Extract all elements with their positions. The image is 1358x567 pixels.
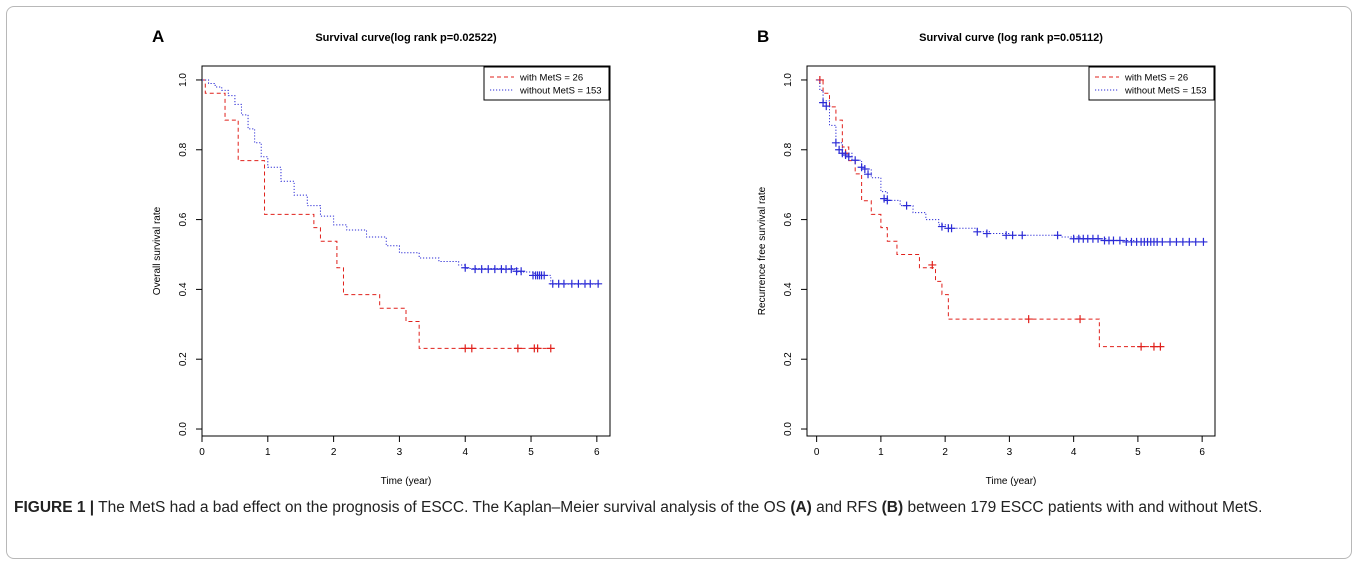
figure-caption: FIGURE 1 | The MetS had a bad effect on … (14, 497, 1339, 519)
censor-mark (851, 156, 860, 165)
y-tick-label: 0.4 (178, 282, 189, 296)
censor-mark (1137, 342, 1146, 351)
censor-mark (507, 265, 516, 274)
chart-panel-a: A Survival curve(log rank p=0.02522) 0 1 2 3 4… (152, 27, 611, 487)
censor-mark (1094, 234, 1103, 243)
series-with-mets-curve (816, 79, 1161, 348)
chart-panel-b: B Survival curve (log rank p=0.05112) 0 1 2 3… (757, 27, 1216, 487)
series-without-mets-curve (202, 79, 601, 285)
censor-mark (513, 344, 522, 353)
censor-mark (467, 344, 476, 353)
panel-label: B (757, 27, 769, 46)
censor-mark (1199, 237, 1208, 246)
series-without-mets-curve (816, 79, 1206, 243)
x-tick-label: 1 (878, 447, 884, 458)
censor-mark (822, 102, 831, 111)
y-tick-label: 0.0 (783, 422, 794, 436)
y-axis-label: Overall survival rate (152, 206, 163, 295)
x-tick-label: 4 (1071, 447, 1077, 458)
legend-label: with MetS = 26 (1124, 73, 1188, 84)
y-tick-label: 1.0 (783, 73, 794, 87)
censor-mark (533, 344, 542, 353)
y-tick-label: 0.6 (783, 212, 794, 226)
censor-mark (902, 201, 911, 210)
chart-title: Survival curve (log rank p=0.05112) (919, 32, 1103, 44)
censor-mark (831, 138, 840, 147)
censor-mark (982, 229, 991, 238)
censor-mark (546, 344, 555, 353)
caption-ref-a: (A) (790, 499, 812, 516)
chart-title: Survival curve(log rank p=0.02522) (315, 32, 497, 44)
censor-mark (1018, 231, 1027, 240)
censor-mark (517, 267, 526, 276)
legend-label: with MetS = 26 (519, 73, 583, 84)
censor-mark (973, 227, 982, 236)
censor-mark (883, 196, 892, 205)
censor-mark (594, 279, 603, 288)
y-tick-label: 0.2 (783, 352, 794, 366)
y-tick-label: 1.0 (178, 73, 189, 87)
plot-border (806, 65, 1216, 437)
y-tick-label: 0.8 (178, 142, 189, 156)
x-tick-label: 1 (265, 447, 271, 458)
panel-label: A (152, 27, 164, 46)
caption-text-3: between 179 ESCC patients with and witho… (903, 499, 1263, 516)
censor-mark (1024, 315, 1033, 324)
x-tick-label: 3 (1007, 447, 1013, 458)
x-axis-label: Time (year) (381, 476, 432, 487)
caption-text-1: The MetS had a bad effect on the prognos… (94, 499, 791, 516)
censor-mark (1008, 231, 1017, 240)
y-tick-label: 0.2 (178, 352, 189, 366)
censor-mark (937, 222, 946, 231)
y-tick-label: 0.6 (178, 212, 189, 226)
censor-mark (1191, 237, 1200, 246)
series-with-mets-curve (202, 79, 551, 349)
censor-mark (1156, 342, 1165, 351)
censor-mark (1076, 315, 1085, 324)
censor-mark (844, 152, 853, 161)
legend-label: without MetS = 153 (519, 86, 602, 97)
censor-mark (860, 164, 869, 173)
x-tick-label: 6 (1199, 447, 1205, 458)
legend-box (483, 66, 610, 101)
legend-box (1088, 66, 1215, 101)
censor-mark (928, 260, 937, 269)
x-tick-label: 0 (199, 447, 205, 458)
censor-mark (1115, 236, 1124, 245)
censor-mark (586, 279, 595, 288)
y-tick-label: 0.4 (783, 282, 794, 296)
x-tick-label: 6 (594, 447, 600, 458)
caption-text-2: and RFS (811, 499, 882, 516)
legend-label: without MetS = 153 (1124, 86, 1207, 97)
x-tick-label: 2 (942, 447, 948, 458)
caption-ref-b: (B) (881, 499, 904, 516)
x-tick-label: 5 (1135, 447, 1141, 458)
x-tick-label: 4 (462, 447, 468, 458)
censor-mark (559, 279, 568, 288)
x-tick-label: 3 (397, 447, 403, 458)
plot-border (201, 65, 611, 437)
x-tick-label: 5 (528, 447, 534, 458)
censor-mark (461, 263, 470, 272)
censor-mark (864, 170, 873, 179)
censor-mark (1053, 231, 1062, 240)
x-tick-label: 0 (814, 447, 820, 458)
y-axis-label: Recurrence free survival rate (757, 186, 768, 315)
censor-mark (1158, 237, 1167, 246)
censor-mark (540, 271, 549, 280)
x-tick-label: 2 (331, 447, 337, 458)
figure-frame (6, 6, 1352, 559)
y-tick-label: 0.0 (178, 422, 189, 436)
censor-mark (947, 224, 956, 233)
caption-figure-label: FIGURE 1 | (14, 499, 95, 516)
y-tick-label: 0.8 (783, 142, 794, 156)
x-axis-label: Time (year) (986, 476, 1037, 487)
